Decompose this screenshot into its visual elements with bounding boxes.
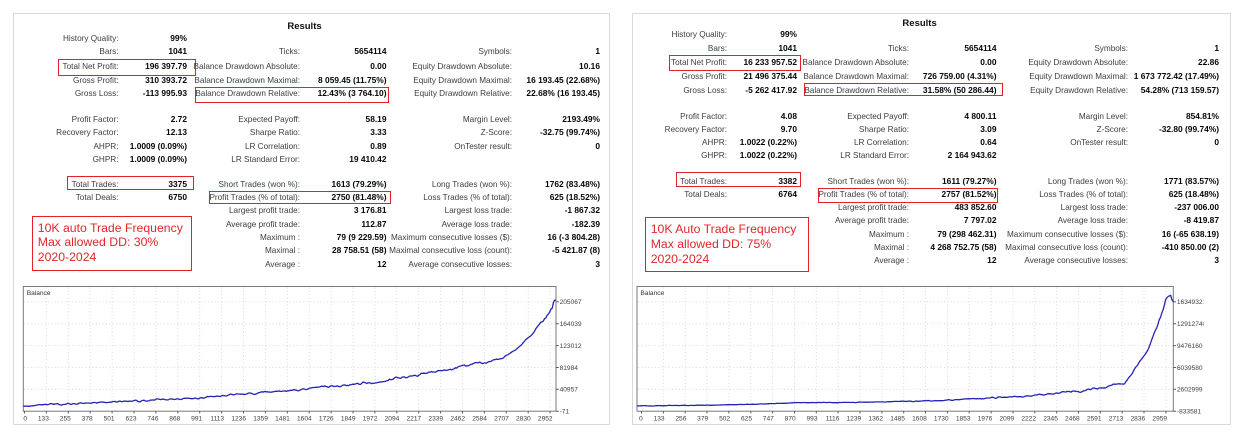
- svg-text:993: 993: [806, 415, 817, 422]
- svg-text:868: 868: [169, 415, 180, 422]
- svg-text:1604: 1604: [297, 415, 312, 422]
- svg-text:6039580: 6039580: [1177, 365, 1203, 372]
- svg-text:623: 623: [125, 415, 136, 422]
- svg-text:502: 502: [719, 415, 730, 422]
- svg-text:501: 501: [104, 415, 115, 422]
- svg-text:1113: 1113: [210, 415, 224, 422]
- svg-text:991: 991: [191, 415, 202, 422]
- svg-text:40957: 40957: [560, 387, 579, 394]
- svg-text:-71: -71: [560, 409, 570, 416]
- svg-text:1726: 1726: [319, 415, 334, 422]
- svg-text:2591: 2591: [1087, 415, 1102, 422]
- svg-text:870: 870: [785, 415, 796, 422]
- svg-text:2707: 2707: [494, 415, 509, 422]
- svg-text:2468: 2468: [1065, 415, 1080, 422]
- svg-text:0: 0: [639, 415, 643, 422]
- svg-text:81984: 81984: [560, 365, 579, 372]
- svg-text:2222: 2222: [1021, 415, 1036, 422]
- svg-text:2959: 2959: [1152, 415, 1167, 422]
- svg-text:Balance: Balance: [640, 290, 664, 297]
- svg-text:2217: 2217: [407, 415, 422, 422]
- svg-text:1485: 1485: [890, 415, 905, 422]
- svg-text:2099: 2099: [1000, 415, 1015, 422]
- svg-text:1362: 1362: [868, 415, 883, 422]
- svg-text:1481: 1481: [275, 415, 290, 422]
- svg-text:12912740: 12912740: [1177, 321, 1207, 328]
- svg-text:1608: 1608: [912, 415, 927, 422]
- svg-text:1976: 1976: [978, 415, 993, 422]
- svg-text:1849: 1849: [341, 415, 356, 422]
- svg-text:2345: 2345: [1043, 415, 1058, 422]
- svg-text:-833581: -833581: [1177, 409, 1202, 416]
- svg-text:1972: 1972: [363, 415, 378, 422]
- svg-text:2584: 2584: [472, 415, 487, 422]
- svg-text:1359: 1359: [253, 415, 268, 422]
- svg-text:123012: 123012: [560, 343, 582, 350]
- svg-text:1236: 1236: [231, 415, 246, 422]
- svg-text:379: 379: [697, 415, 708, 422]
- svg-text:133: 133: [654, 415, 665, 422]
- svg-text:133: 133: [38, 415, 49, 422]
- svg-text:256: 256: [675, 415, 686, 422]
- svg-text:1730: 1730: [934, 415, 949, 422]
- svg-text:2713: 2713: [1109, 415, 1124, 422]
- svg-text:746: 746: [147, 415, 158, 422]
- svg-text:378: 378: [82, 415, 93, 422]
- svg-text:2836: 2836: [1131, 415, 1146, 422]
- svg-text:2952: 2952: [538, 415, 553, 422]
- svg-text:16349321: 16349321: [1177, 299, 1207, 306]
- svg-text:2462: 2462: [450, 415, 465, 422]
- svg-text:1239: 1239: [847, 415, 862, 422]
- svg-text:1116: 1116: [826, 415, 840, 422]
- svg-text:Balance: Balance: [27, 290, 51, 297]
- svg-text:2602999: 2602999: [1177, 387, 1203, 394]
- svg-text:255: 255: [60, 415, 71, 422]
- svg-text:205067: 205067: [560, 299, 582, 306]
- svg-text:2094: 2094: [385, 415, 400, 422]
- svg-text:2830: 2830: [516, 415, 531, 422]
- svg-text:1853: 1853: [956, 415, 971, 422]
- svg-text:164039: 164039: [560, 321, 582, 328]
- svg-text:747: 747: [763, 415, 774, 422]
- svg-text:2339: 2339: [428, 415, 443, 422]
- svg-text:9476160: 9476160: [1177, 343, 1203, 350]
- svg-text:625: 625: [741, 415, 752, 422]
- svg-text:0: 0: [23, 415, 27, 422]
